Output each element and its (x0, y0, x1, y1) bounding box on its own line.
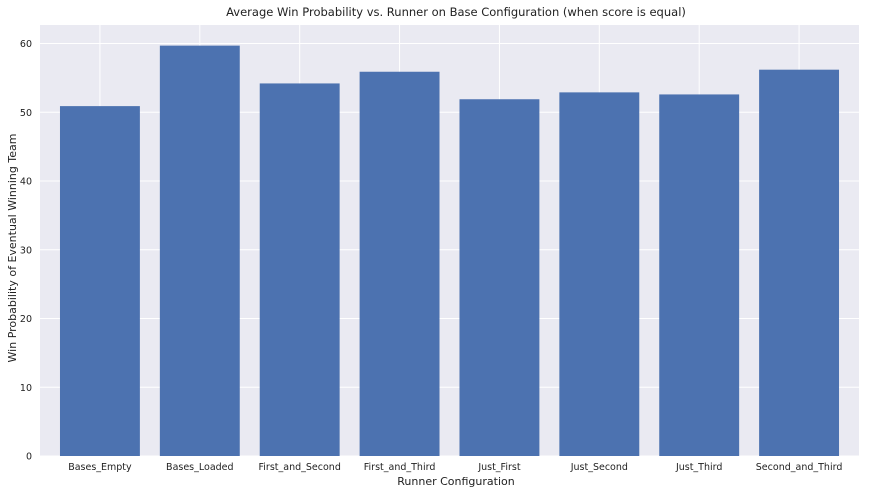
x-tick-label: First_and_Second (259, 462, 341, 473)
bar-just-first (459, 99, 540, 457)
x-tick-label: First_and_Third (364, 462, 436, 473)
bar-second-and-third (759, 69, 840, 456)
x-tick-label: Just_Third (675, 462, 722, 473)
bar-first-and-second (259, 83, 340, 457)
y-axis-label: Win Probability of Eventual Winning Team (6, 134, 19, 363)
y-tick-label: 50 (20, 108, 32, 119)
y-tick-label: 30 (20, 245, 32, 256)
bar-just-third (659, 94, 740, 456)
y-tick-label: 0 (26, 452, 32, 463)
chart-title: Average Win Probability vs. Runner on Ba… (226, 5, 686, 19)
x-tick-label: Bases_Loaded (166, 462, 234, 473)
x-axis-ticks: Bases_Empty Bases_Loaded First_and_Second F… (68, 462, 842, 473)
bar-bases-loaded (159, 45, 240, 456)
y-axis-ticks: 0 10 20 30 40 50 60 (20, 39, 32, 462)
bar-bases-empty (59, 106, 140, 457)
y-tick-label: 40 (20, 177, 32, 188)
y-tick-label: 10 (20, 383, 32, 394)
bar-just-second (559, 92, 640, 456)
x-tick-label: Bases_Empty (68, 462, 132, 473)
y-tick-label: 60 (20, 39, 32, 50)
bar-first-and-third (359, 71, 440, 456)
bars (59, 45, 840, 457)
x-tick-label: Second_and_Third (756, 462, 843, 473)
y-tick-label: 20 (20, 314, 32, 325)
x-tick-label: Just_Second (570, 462, 628, 473)
x-axis-label: Runner Configuration (397, 475, 514, 488)
x-tick-label: Just_First (477, 462, 521, 473)
